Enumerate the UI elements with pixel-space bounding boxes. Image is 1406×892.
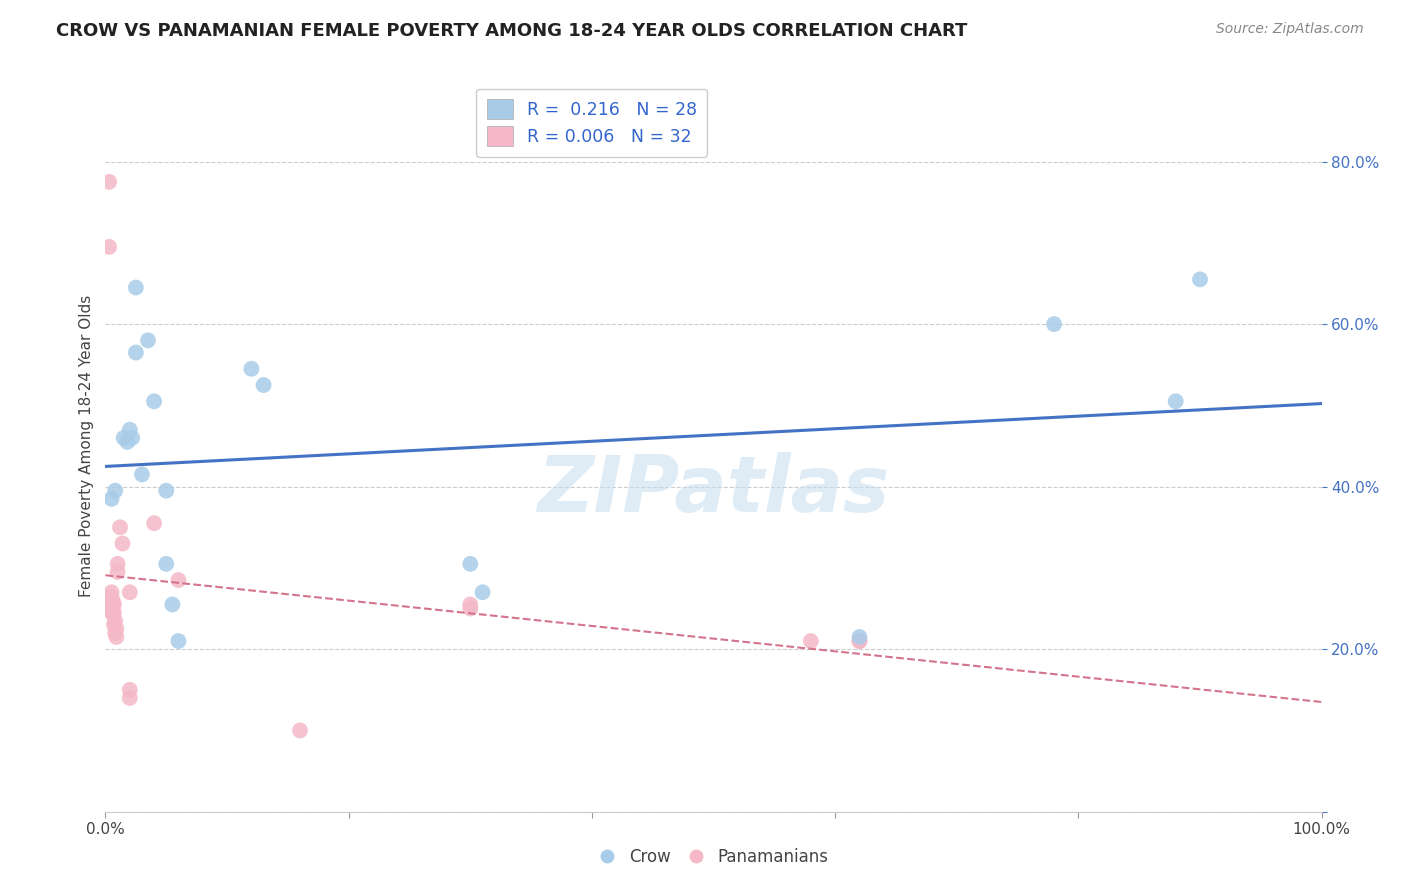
Point bbox=[100, 593, 122, 607]
Point bbox=[104, 483, 127, 498]
Point bbox=[131, 467, 153, 482]
Point bbox=[848, 634, 870, 648]
Point bbox=[103, 617, 125, 632]
Point bbox=[98, 175, 121, 189]
Point bbox=[167, 573, 190, 587]
Point bbox=[104, 614, 127, 628]
Point bbox=[252, 378, 274, 392]
Point bbox=[111, 536, 134, 550]
Y-axis label: Female Poverty Among 18-24 Year Olds: Female Poverty Among 18-24 Year Olds bbox=[79, 295, 94, 597]
Point bbox=[155, 557, 177, 571]
Point bbox=[162, 598, 184, 612]
Point bbox=[100, 585, 122, 599]
Point bbox=[125, 280, 148, 294]
Point bbox=[143, 516, 166, 531]
Point bbox=[98, 590, 121, 604]
Point bbox=[118, 585, 141, 599]
Point bbox=[105, 622, 128, 636]
Point bbox=[108, 520, 131, 534]
Point bbox=[143, 394, 166, 409]
Point bbox=[101, 606, 124, 620]
Point bbox=[848, 630, 870, 644]
Point bbox=[100, 491, 122, 506]
Point bbox=[118, 690, 141, 705]
Point bbox=[471, 585, 494, 599]
Point bbox=[112, 431, 135, 445]
Point bbox=[136, 334, 159, 348]
Point bbox=[1043, 317, 1066, 331]
Point bbox=[101, 598, 124, 612]
Point bbox=[288, 723, 311, 738]
Point bbox=[800, 634, 823, 648]
Point bbox=[103, 598, 125, 612]
Point bbox=[240, 361, 263, 376]
Point bbox=[105, 630, 128, 644]
Text: ZIPatlas: ZIPatlas bbox=[537, 452, 890, 528]
Point bbox=[103, 606, 125, 620]
Point bbox=[107, 557, 129, 571]
Point bbox=[848, 634, 870, 648]
Point bbox=[458, 598, 481, 612]
Point bbox=[155, 483, 177, 498]
Point bbox=[118, 682, 141, 697]
Point bbox=[167, 634, 190, 648]
Point bbox=[1164, 394, 1187, 409]
Point bbox=[458, 557, 481, 571]
Point bbox=[125, 345, 148, 359]
Point bbox=[98, 240, 121, 254]
Point bbox=[100, 606, 122, 620]
Text: CROW VS PANAMANIAN FEMALE POVERTY AMONG 18-24 YEAR OLDS CORRELATION CHART: CROW VS PANAMANIAN FEMALE POVERTY AMONG … bbox=[56, 22, 967, 40]
Point bbox=[101, 593, 124, 607]
Point bbox=[118, 423, 141, 437]
Point bbox=[98, 601, 121, 615]
Point bbox=[117, 434, 139, 449]
Point bbox=[1189, 272, 1212, 286]
Text: Source: ZipAtlas.com: Source: ZipAtlas.com bbox=[1216, 22, 1364, 37]
Point bbox=[107, 565, 129, 579]
Point bbox=[104, 626, 127, 640]
Point bbox=[458, 601, 481, 615]
Point bbox=[121, 431, 143, 445]
Legend: Crow, Panamanians: Crow, Panamanians bbox=[592, 841, 835, 873]
